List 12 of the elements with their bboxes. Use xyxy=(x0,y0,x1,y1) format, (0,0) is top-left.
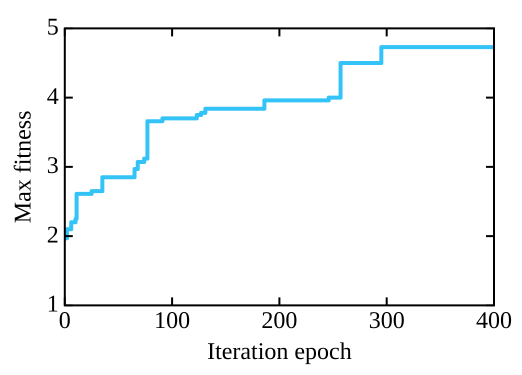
y-tick-label: 1 xyxy=(46,292,59,318)
y-tick-label: 3 xyxy=(46,153,59,180)
y-tick-label: 2 xyxy=(46,222,59,248)
y-axis-title: Max fitness xyxy=(10,110,37,224)
x-tick-label: 100 xyxy=(154,308,190,334)
x-tick-label: 400 xyxy=(476,308,512,334)
y-tick-label: 5 xyxy=(46,14,59,41)
x-axis-title: Iteration epoch xyxy=(207,338,352,365)
y-tick-label: 4 xyxy=(46,84,59,110)
x-tick-label: 300 xyxy=(368,308,405,334)
x-tick-label: 200 xyxy=(261,308,298,334)
x-tick-label: 0 xyxy=(58,308,71,334)
